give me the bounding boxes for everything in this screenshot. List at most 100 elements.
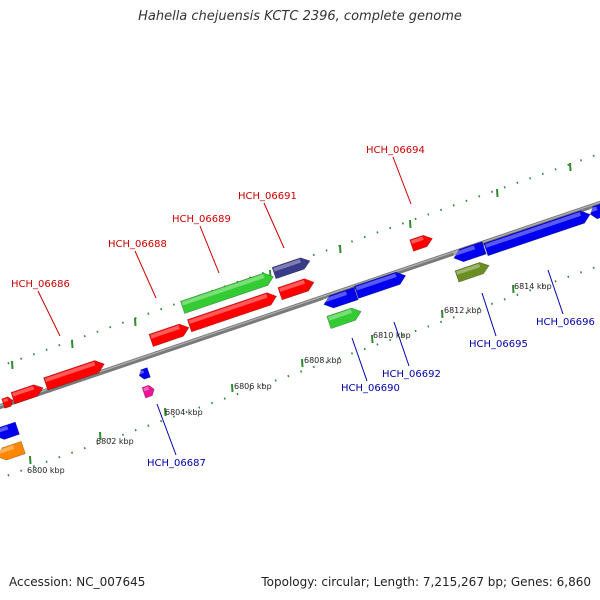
leader-hch-06689 [199, 225, 220, 274]
scale-label-6808: 6808 kbp [304, 356, 342, 365]
bottom-major-tick-4 [301, 358, 304, 368]
leader-hch-06688 [134, 250, 157, 299]
gene-arrow-red-7-shine [410, 236, 424, 244]
gene-arrow-orange-1-shine [0, 445, 15, 455]
scale-label-6810: 6810 kbp [373, 331, 411, 340]
gene-label-hch-06694[interactable]: HCH_06694 [366, 145, 425, 156]
gene-arrow-red-2 [10, 384, 44, 405]
gene-arrow-blue-1-shine [0, 425, 9, 435]
gene-label-hch-06696[interactable]: HCH_06696 [536, 317, 595, 328]
gene-arrow-orange-1-body [0, 440, 26, 461]
bottom-major-tick-1 [99, 431, 102, 441]
gene-arrow-blue-1-body [0, 421, 20, 440]
gene-arrow-blue-6 [483, 210, 591, 257]
scale-label-6806: 6806 kbp [234, 382, 272, 391]
gene-arrow-green-2-body [326, 307, 362, 329]
top-major-tick-0 [11, 360, 14, 370]
label-leader-lines [37, 156, 564, 456]
feature-layer [0, 203, 600, 461]
gene-arrow-red-7-body [409, 234, 433, 252]
top-major-tick-7 [496, 188, 499, 198]
gene-arrow-red-4-shine [150, 325, 180, 339]
gene-arrow-green-1-shine [181, 274, 265, 306]
gene-arrow-red-5-shine [188, 293, 268, 324]
gene-label-hch-06692[interactable]: HCH_06692 [382, 369, 441, 380]
leader-hch-06691 [263, 202, 285, 249]
gene-label-hch-06686[interactable]: HCH_06686 [11, 279, 70, 290]
gene-arrow-red-6-shine [279, 279, 306, 292]
gene-arrow-blue-4 [353, 271, 407, 299]
gene-arrow-slate-1-shine [273, 259, 302, 272]
gene-arrow-blue-3 [323, 287, 359, 309]
leader-hch-06694 [392, 156, 412, 205]
gene-arrow-olive-1-body [454, 262, 490, 283]
gene-arrow-blue-5 [453, 241, 487, 263]
top-major-tick-6 [409, 219, 412, 229]
map-title: Hahella chejuensis KCTC 2396, complete g… [138, 9, 462, 24]
bottom-major-tick-5 [371, 334, 374, 344]
gene-arrow-blue-4-body [353, 271, 407, 299]
gene-arrow-red-1-shine [2, 398, 9, 403]
bottom-major-tick-0 [29, 455, 32, 465]
gene-arrow-blue-7-body [590, 203, 600, 220]
gene-arrow-red-3-shine [44, 361, 96, 383]
gene-arrow-magenta-1-shine [143, 386, 150, 392]
gene-arrow-blue-3-shine [323, 291, 348, 303]
gene-arrow-red-2-body [10, 384, 44, 405]
gene-label-hch-06689[interactable]: HCH_06689 [172, 214, 231, 225]
leader-hch-06686 [37, 290, 61, 337]
leader-hch-06687 [156, 403, 177, 456]
gene-arrow-red-4 [148, 323, 190, 347]
gene-arrow-red-2-shine [12, 386, 35, 397]
gene-arrow-olive-1-shine [456, 263, 481, 275]
gene-arrow-red-5 [186, 292, 278, 333]
scale-label-6804: 6804 kbp [165, 408, 203, 417]
top-major-tick-5 [339, 244, 342, 254]
gene-arrow-blue-7 [589, 203, 600, 220]
gene-arrow-green-1 [180, 272, 274, 314]
gene-arrow-slate-1-body [271, 257, 311, 280]
gene-arrow-red-6 [277, 278, 315, 301]
scale-label-6812: 6812 kbp [444, 306, 482, 315]
top-major-tick-1 [71, 339, 74, 349]
gene-label-hch-06688[interactable]: HCH_06688 [108, 239, 167, 250]
top-tick-minor [0, 152, 600, 368]
gene-arrow-magenta-1-body [141, 384, 155, 399]
gene-arrow-slate-1 [271, 257, 311, 280]
gene-arrow-blue-4-shine [355, 273, 397, 291]
gene-arrow-red-5-body [186, 292, 278, 333]
gene-label-hch-06687[interactable]: HCH_06687 [147, 458, 206, 469]
bottom-tick-minor [0, 264, 600, 480]
gene-arrow-red-3 [43, 360, 105, 391]
gene-label-hch-06691[interactable]: HCH_06691 [238, 191, 297, 202]
leader-hch-06692 [393, 321, 410, 367]
bottom-major-tick-6 [441, 309, 444, 319]
gene-arrow-red-1 [1, 396, 14, 409]
gene-arrow-blue-2 [138, 367, 151, 380]
gene-arrow-olive-1 [454, 262, 490, 283]
gene-arrow-red-4-body [148, 323, 190, 347]
scale-label-6800: 6800 kbp [27, 466, 65, 475]
bottom-major-tick-2 [164, 407, 167, 417]
genome-backbone [0, 200, 600, 410]
gene-label-hch-06695[interactable]: HCH_06695 [469, 339, 528, 350]
gene-arrow-blue-3-body [323, 287, 359, 309]
gene-arrow-magenta-1 [141, 384, 155, 399]
gene-arrow-orange-1 [0, 440, 26, 461]
gene-arrow-green-2 [326, 307, 362, 329]
gene-arrow-blue-7-shine [589, 206, 598, 213]
topology-summary: Topology: circular; Length: 7,215,267 bp… [261, 575, 591, 589]
accession-text: Accession: NC_007645 [9, 575, 146, 589]
gene-arrow-blue-5-shine [453, 245, 476, 257]
gene-label-hch-06690[interactable]: HCH_06690 [341, 383, 400, 394]
bottom-major-tick-7 [512, 284, 515, 294]
gene-arrow-blue-6-body [483, 210, 591, 257]
leader-hch-06690 [351, 337, 368, 382]
gene-arrow-red-6-body [277, 278, 315, 301]
gene-arrow-blue-2-body [138, 367, 151, 380]
bottom-tick-track [0, 264, 600, 480]
gene-arrow-green-2-shine [328, 309, 353, 321]
gene-arrow-green-1-body [180, 272, 274, 314]
gene-arrow-red-7 [409, 234, 433, 252]
